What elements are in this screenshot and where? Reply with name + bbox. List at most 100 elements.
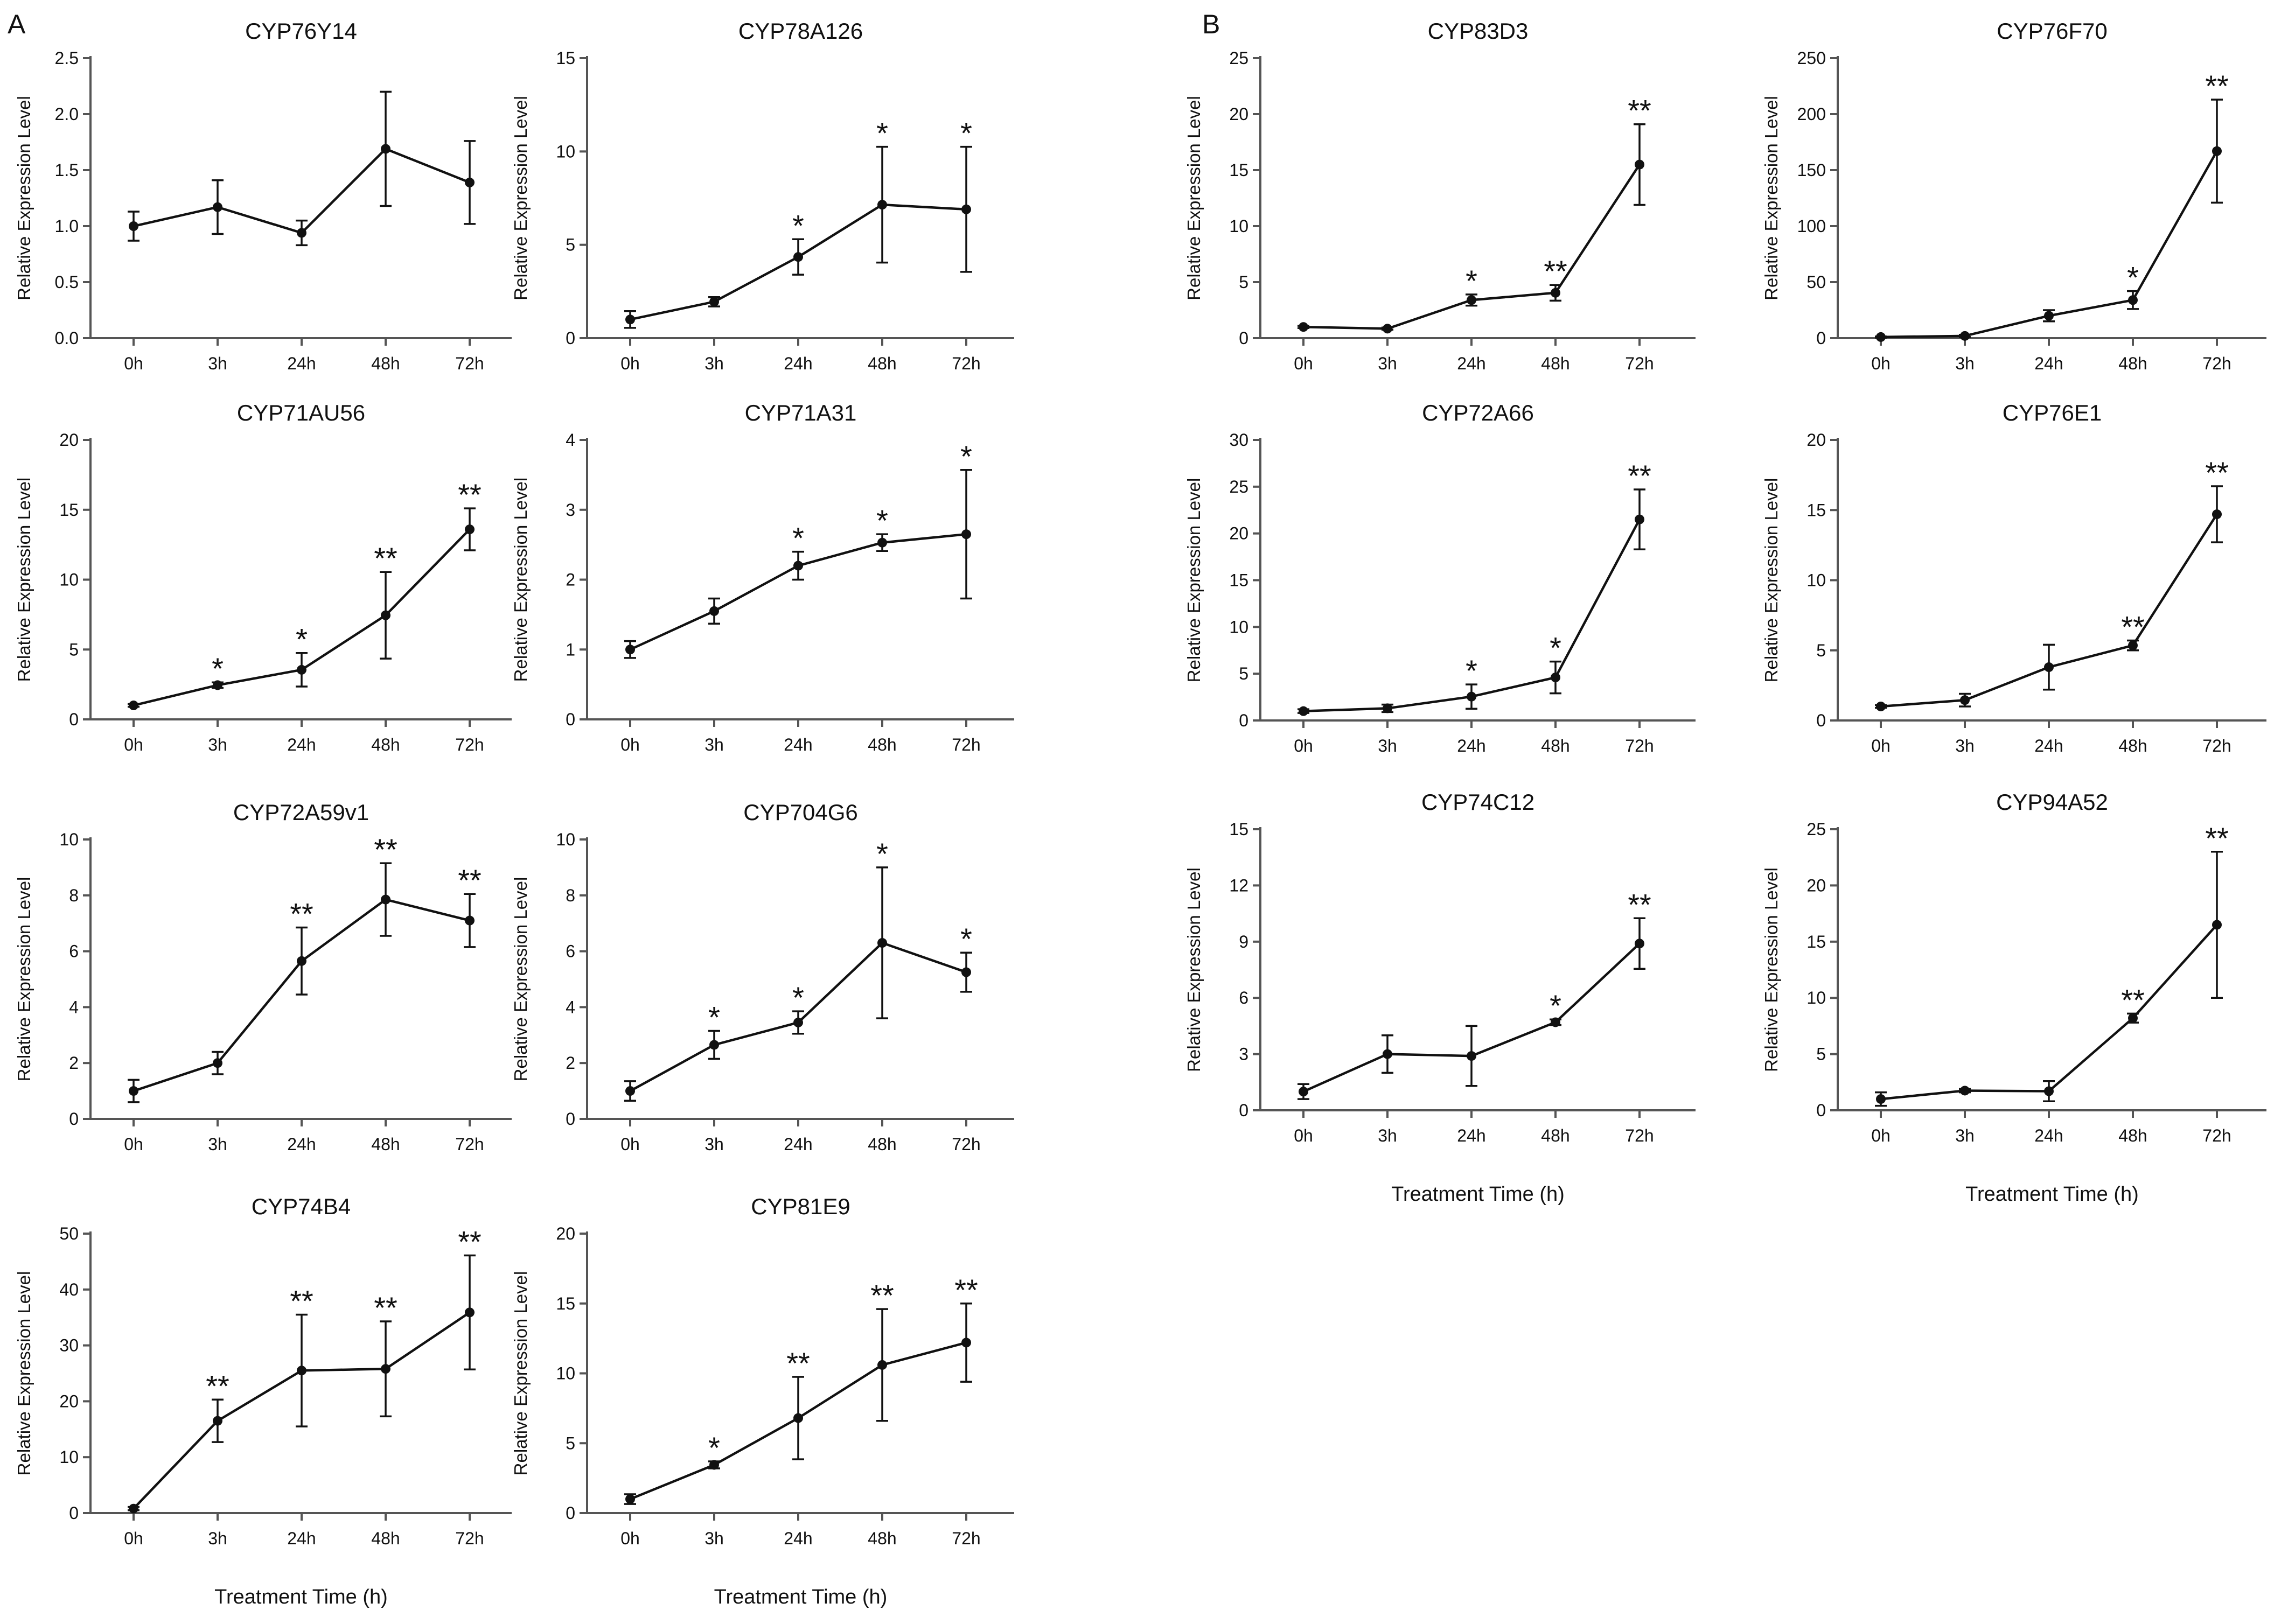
data-point bbox=[1876, 701, 1886, 711]
data-point bbox=[1299, 322, 1308, 332]
y-tick-label: 50 bbox=[1806, 272, 1826, 292]
data-point bbox=[1299, 1087, 1308, 1097]
significance-marker: ** bbox=[2121, 610, 2145, 644]
y-tick-label: 0 bbox=[69, 1503, 79, 1523]
y-tick-label: 25 bbox=[1806, 820, 1826, 839]
data-point bbox=[297, 1366, 306, 1376]
data-point bbox=[877, 537, 887, 548]
y-tick-label: 6 bbox=[69, 942, 79, 961]
significance-marker: * bbox=[876, 837, 888, 871]
significance-marker: * bbox=[876, 503, 888, 537]
y-tick-label: 20 bbox=[59, 1391, 79, 1411]
chart-cyp704g6: CYP704G6 0 2 4 6 8 10 Relative Expression Level… bbox=[511, 800, 1014, 1154]
x-tick-label: 48h bbox=[371, 735, 400, 754]
significance-marker: ** bbox=[1544, 254, 1567, 288]
x-tick-label: 24h bbox=[2034, 1126, 2063, 1145]
significance-marker: * bbox=[876, 116, 888, 150]
significance-marker: * bbox=[960, 439, 972, 473]
y-tick-label: 9 bbox=[1239, 932, 1248, 951]
significance-marker: * bbox=[960, 922, 972, 956]
significance-marker: * bbox=[792, 981, 804, 1014]
chart-title: CYP72A66 bbox=[1422, 400, 1534, 425]
y-tick-label: 10 bbox=[1229, 216, 1248, 236]
y-tick-label: 10 bbox=[1806, 571, 1826, 590]
significance-marker: ** bbox=[374, 1291, 397, 1325]
data-point bbox=[213, 1416, 222, 1426]
significance-marker: * bbox=[1550, 631, 1561, 665]
x-tick-label: 24h bbox=[1457, 736, 1485, 755]
data-point bbox=[381, 610, 390, 620]
x-tick-label: 3h bbox=[1378, 354, 1397, 373]
y-tick-label: 0 bbox=[566, 328, 575, 348]
y-tick-label: 0 bbox=[1239, 1101, 1248, 1120]
data-point bbox=[1960, 1086, 1970, 1096]
y-tick-label: 25 bbox=[1229, 48, 1248, 68]
y-axis-label: Relative Expression Level bbox=[14, 1271, 34, 1476]
data-point bbox=[1635, 939, 1644, 949]
data-point bbox=[381, 894, 390, 905]
panel-label-b: B bbox=[1202, 9, 1220, 39]
x-tick-label: 72h bbox=[2202, 354, 2231, 373]
x-tick-label: 24h bbox=[287, 354, 316, 373]
chart-title: CYP81E9 bbox=[751, 1194, 850, 1219]
y-tick-label: 1.0 bbox=[55, 216, 79, 236]
y-tick-label: 10 bbox=[59, 570, 79, 590]
x-tick-label: 0h bbox=[620, 354, 640, 373]
y-tick-label: 4 bbox=[566, 430, 575, 450]
data-point bbox=[877, 938, 887, 948]
y-tick-label: 8 bbox=[69, 886, 79, 905]
chart-cyp72a59v1: CYP72A59v1 0 2 4 6 8 10 Relative Expression Lev… bbox=[14, 800, 512, 1154]
x-tick-label: 3h bbox=[1955, 1126, 1975, 1145]
x-tick-label: 72h bbox=[2202, 1126, 2231, 1145]
data-point bbox=[297, 228, 306, 238]
data-point bbox=[381, 144, 390, 154]
x-tick-label: 24h bbox=[1457, 1126, 1485, 1145]
significance-marker: ** bbox=[1628, 459, 1651, 493]
y-tick-label: 20 bbox=[1229, 104, 1248, 124]
y-axis-label: Relative Expression Level bbox=[1761, 867, 1781, 1072]
significance-marker: * bbox=[1550, 989, 1561, 1023]
y-tick-label: 12 bbox=[1229, 876, 1248, 895]
data-point bbox=[1383, 324, 1392, 334]
chart-cyp81e9: CYP81E9 0 5 10 15 20 Relative Expression Level… bbox=[511, 1194, 1014, 1608]
y-axis-label: Relative Expression Level bbox=[1761, 478, 1781, 683]
y-tick-label: 4 bbox=[69, 997, 79, 1017]
y-tick-label: 15 bbox=[1229, 820, 1248, 839]
y-tick-label: 15 bbox=[1806, 932, 1826, 951]
significance-marker: * bbox=[708, 1431, 720, 1465]
data-point bbox=[381, 1364, 390, 1374]
x-tick-label: 0h bbox=[620, 735, 640, 754]
y-tick-label: 5 bbox=[1239, 272, 1248, 292]
data-point bbox=[1960, 695, 1970, 705]
x-tick-label: 72h bbox=[952, 354, 980, 373]
y-tick-label: 6 bbox=[566, 942, 575, 961]
y-tick-label: 15 bbox=[556, 48, 575, 68]
significance-marker: ** bbox=[2205, 456, 2229, 489]
data-point bbox=[1876, 332, 1886, 342]
data-point bbox=[129, 221, 138, 231]
y-tick-label: 15 bbox=[1229, 571, 1248, 590]
x-tick-label: 3h bbox=[1378, 736, 1397, 755]
chart-title: CYP78A126 bbox=[738, 18, 863, 44]
x-tick-label: 72h bbox=[1625, 1126, 1654, 1145]
significance-marker: ** bbox=[374, 541, 397, 575]
x-tick-label: 3h bbox=[704, 1135, 724, 1154]
data-point bbox=[297, 664, 306, 675]
x-tick-label: 72h bbox=[455, 1529, 484, 1548]
x-tick-label: 0h bbox=[1294, 1126, 1313, 1145]
significance-marker: ** bbox=[290, 897, 313, 930]
significance-marker: ** bbox=[458, 863, 482, 897]
chart-cyp71a31: CYP71A31 0 1 2 3 4 Relative Expression Level 0h… bbox=[511, 400, 1014, 754]
y-tick-label: 10 bbox=[1806, 988, 1826, 1007]
x-tick-label: 72h bbox=[1625, 736, 1654, 755]
data-point bbox=[1467, 295, 1476, 305]
chart-title: CYP74C12 bbox=[1421, 789, 1534, 815]
y-tick-label: 1 bbox=[566, 640, 575, 659]
y-tick-label: 20 bbox=[59, 430, 79, 450]
data-point bbox=[1467, 691, 1476, 702]
y-tick-label: 1.5 bbox=[55, 160, 79, 180]
significance-marker: ** bbox=[2205, 69, 2229, 103]
x-tick-label: 48h bbox=[868, 354, 896, 373]
y-tick-label: 5 bbox=[566, 235, 575, 255]
